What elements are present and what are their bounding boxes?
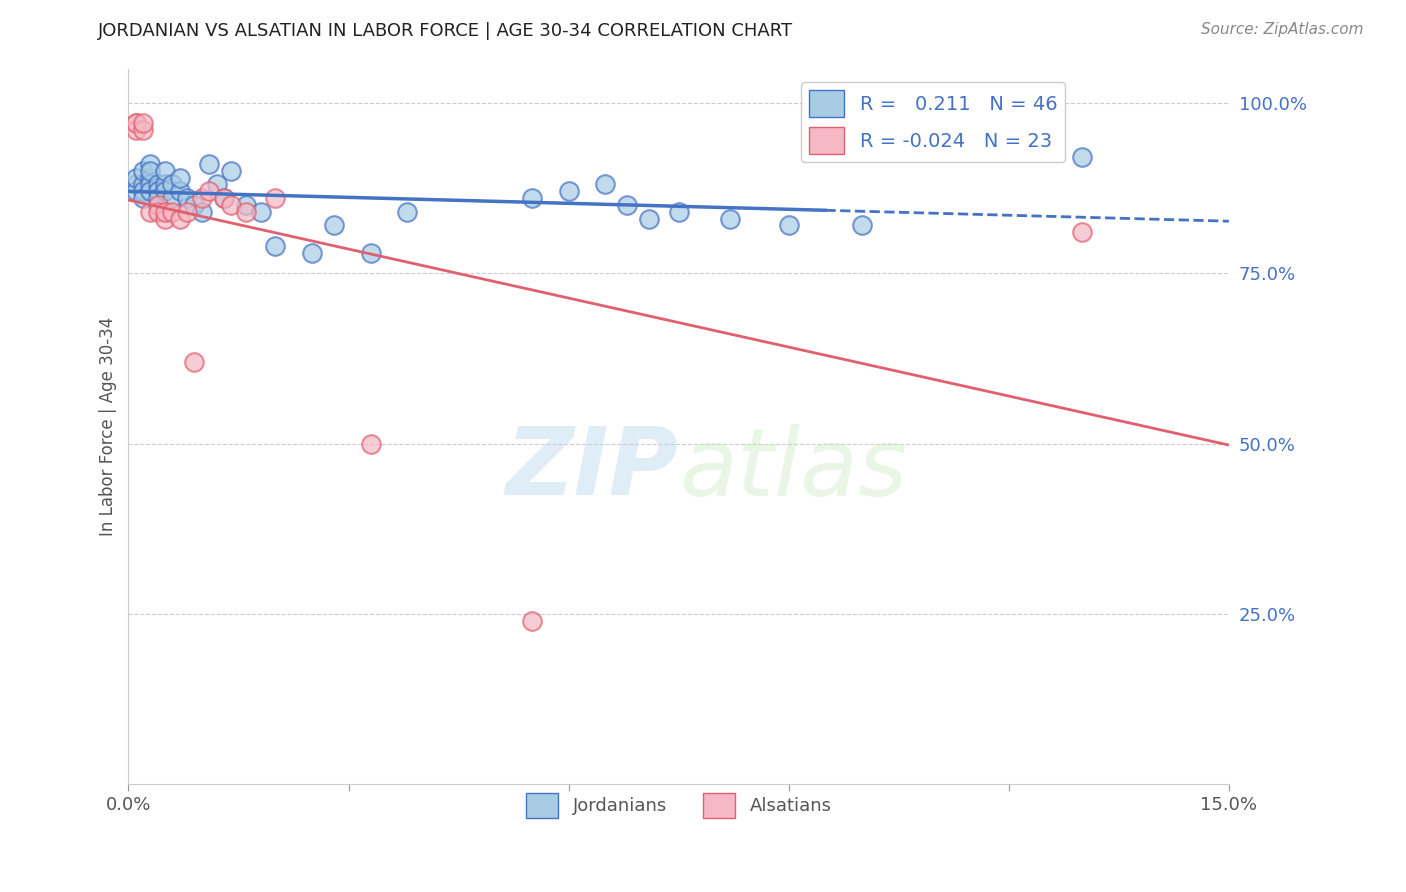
Point	[146, 184, 169, 198]
Point	[162, 178, 184, 192]
Point	[191, 204, 214, 219]
Point	[212, 191, 235, 205]
Point	[153, 204, 176, 219]
Text: atlas: atlas	[679, 424, 907, 515]
Point	[153, 178, 176, 192]
Point	[520, 191, 543, 205]
Point	[616, 198, 638, 212]
Point	[1071, 225, 1094, 239]
Point	[132, 116, 155, 130]
Point	[249, 204, 271, 219]
Point	[360, 245, 382, 260]
Point	[183, 198, 205, 212]
Point	[125, 116, 148, 130]
Point	[139, 170, 162, 185]
Point	[125, 170, 148, 185]
Point	[153, 184, 176, 198]
Point	[146, 191, 169, 205]
Point	[139, 184, 162, 198]
Point	[212, 191, 235, 205]
Point	[132, 178, 155, 192]
Point	[183, 354, 205, 368]
Point	[638, 211, 661, 226]
Point	[153, 163, 176, 178]
Point	[146, 198, 169, 212]
Legend: Jordanians, Alsatians: Jordanians, Alsatians	[519, 786, 839, 825]
Point	[125, 123, 148, 137]
Point	[778, 219, 800, 233]
Point	[360, 436, 382, 450]
Point	[198, 184, 221, 198]
Point	[162, 204, 184, 219]
Point	[396, 204, 419, 219]
Point	[322, 219, 344, 233]
Point	[1071, 150, 1094, 164]
Point	[557, 184, 579, 198]
Point	[139, 157, 162, 171]
Point	[718, 211, 741, 226]
Point	[264, 239, 287, 253]
Point	[125, 178, 148, 192]
Text: Source: ZipAtlas.com: Source: ZipAtlas.com	[1201, 22, 1364, 37]
Point	[169, 211, 191, 226]
Point	[176, 191, 198, 205]
Point	[139, 204, 162, 219]
Point	[668, 204, 690, 219]
Point	[125, 116, 148, 130]
Point	[169, 170, 191, 185]
Point	[205, 178, 228, 192]
Point	[153, 211, 176, 226]
Point	[851, 219, 873, 233]
Text: ZIP: ZIP	[506, 424, 679, 516]
Point	[219, 163, 242, 178]
Point	[520, 614, 543, 628]
Point	[132, 123, 155, 137]
Point	[191, 191, 214, 205]
Point	[125, 184, 148, 198]
Point	[146, 204, 169, 219]
Point	[146, 178, 169, 192]
Point	[139, 163, 162, 178]
Text: JORDANIAN VS ALSATIAN IN LABOR FORCE | AGE 30-34 CORRELATION CHART: JORDANIAN VS ALSATIAN IN LABOR FORCE | A…	[98, 22, 793, 40]
Point	[132, 191, 155, 205]
Point	[235, 204, 257, 219]
Point	[132, 184, 155, 198]
Y-axis label: In Labor Force | Age 30-34: In Labor Force | Age 30-34	[100, 317, 117, 536]
Point	[132, 163, 155, 178]
Point	[162, 191, 184, 205]
Point	[169, 184, 191, 198]
Point	[264, 191, 287, 205]
Point	[301, 245, 323, 260]
Point	[139, 178, 162, 192]
Point	[595, 178, 617, 192]
Point	[176, 204, 198, 219]
Point	[198, 157, 221, 171]
Point	[219, 198, 242, 212]
Point	[235, 198, 257, 212]
